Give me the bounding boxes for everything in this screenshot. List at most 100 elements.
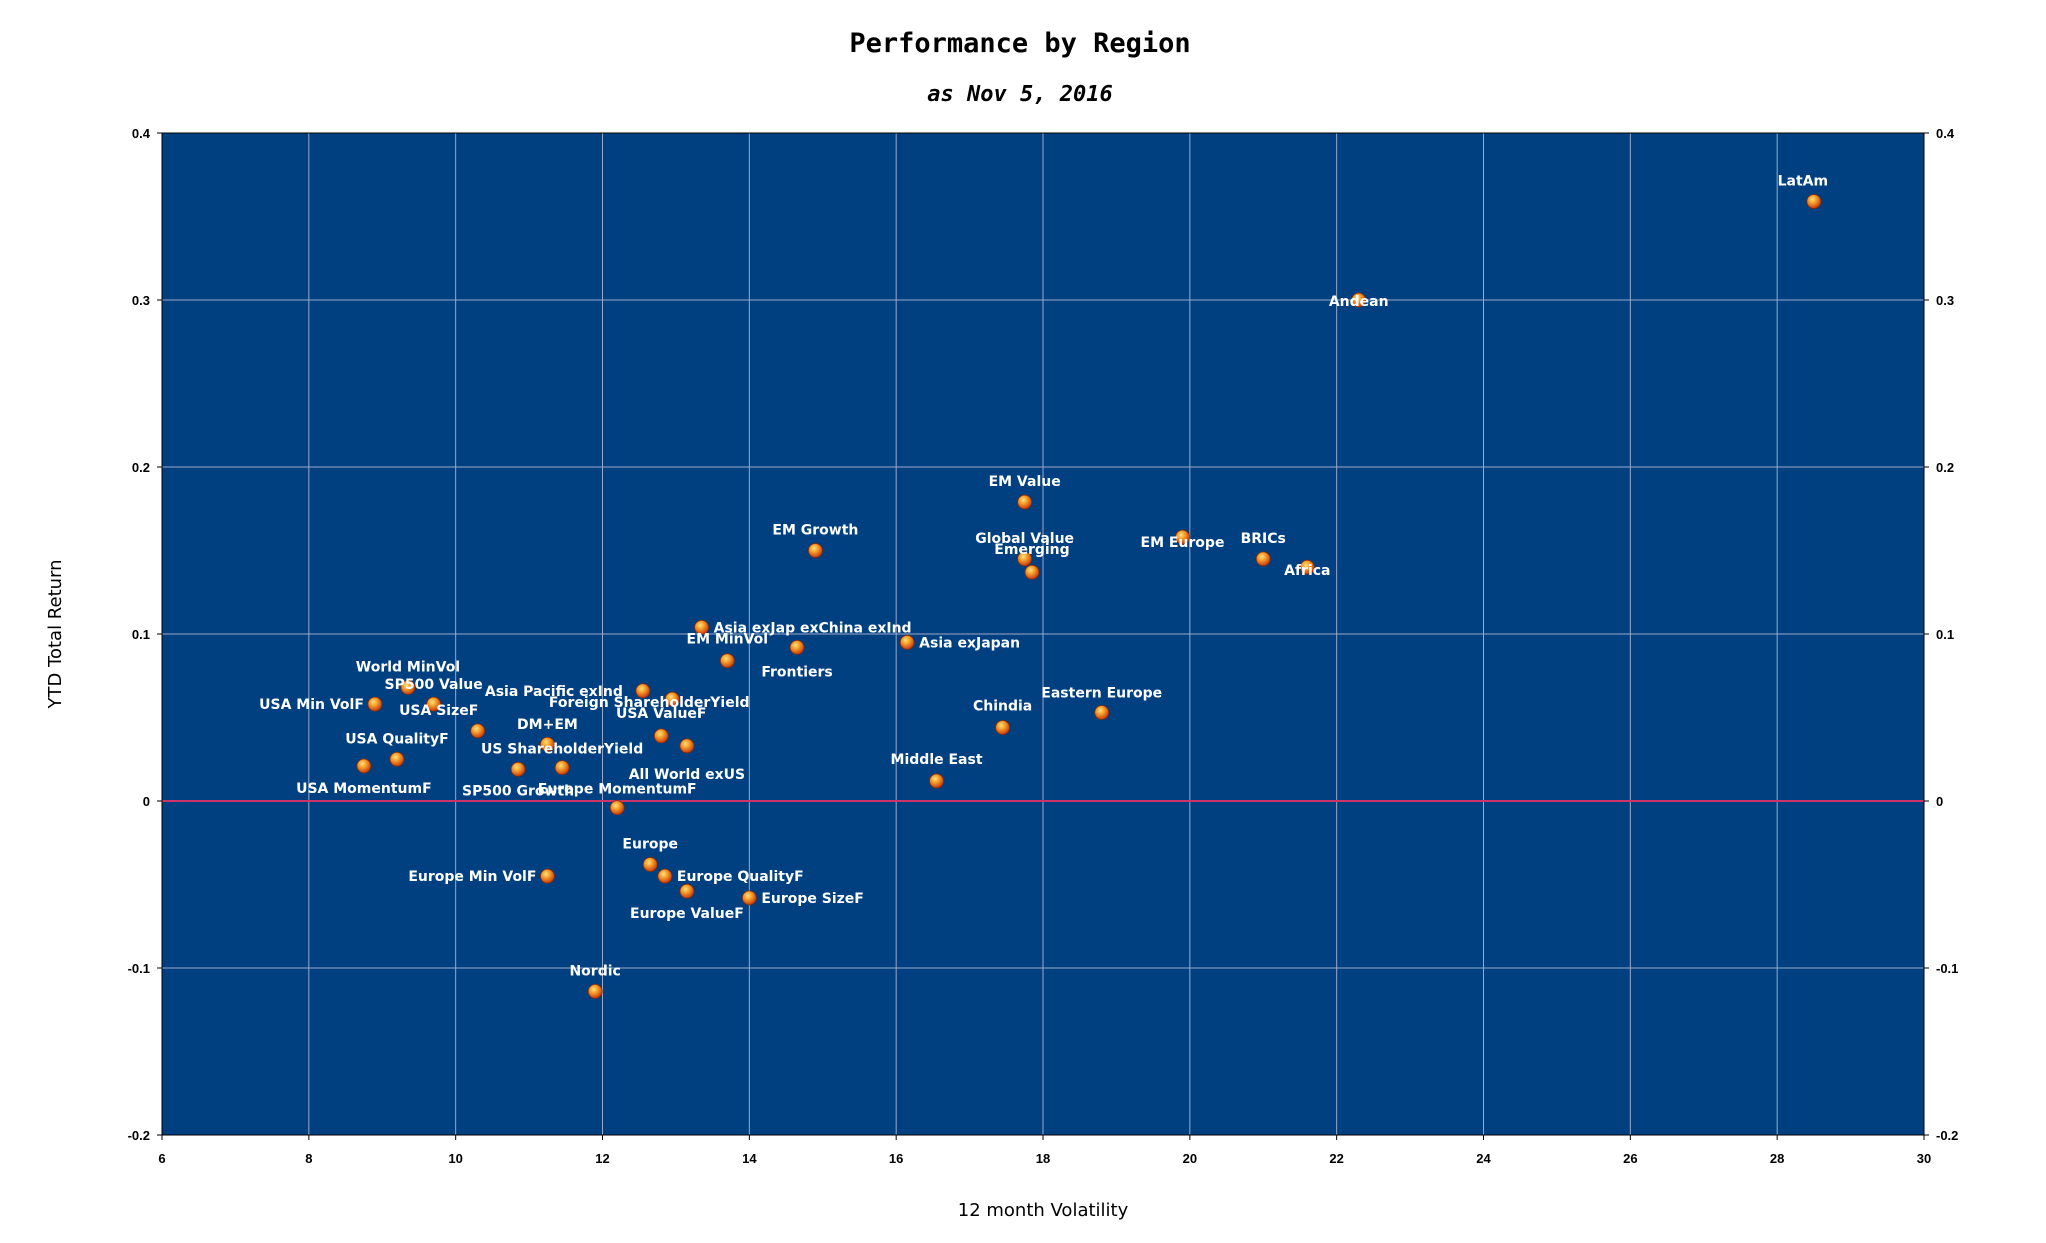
data-point: [1024, 564, 1040, 580]
data-point: [642, 857, 658, 872]
x-tick-label: 28: [1770, 1151, 1784, 1166]
x-tick-label: 8: [305, 1151, 312, 1166]
data-label: Chindia: [973, 699, 1032, 715]
data-point: [653, 728, 669, 744]
data-label: Asia exJapan: [919, 635, 1020, 651]
point-labels: LatAm Andean EM Value EM Growth EM Europe BRI…: [259, 173, 1828, 979]
data-label: Global Value: [975, 531, 1074, 547]
data-point: [995, 720, 1011, 735]
plot-frame: [161, 132, 1925, 1136]
data-label: Foreign ShareholderYield: [549, 695, 750, 711]
data-point: [635, 683, 651, 699]
y2-tick-label: 0.4: [1936, 126, 1955, 141]
data-points: [356, 194, 1822, 999]
data-point: [694, 619, 710, 635]
grid: [162, 133, 1924, 1135]
y-tick-label: -0.2: [128, 1128, 150, 1143]
data-label: Andean: [1329, 294, 1389, 310]
data-label: Europe: [622, 836, 678, 852]
data-point: [540, 868, 555, 884]
x-tick-label: 22: [1329, 1151, 1343, 1166]
data-label: LatAm: [1778, 173, 1828, 189]
data-label: Europe SizeF: [761, 891, 864, 907]
data-point: [554, 760, 570, 775]
data-label: USA MomentumF: [296, 781, 432, 797]
y2-tick-label: 0.1: [1936, 627, 1954, 642]
data-point: [929, 773, 944, 789]
data-label: Nordic: [569, 963, 620, 979]
data-label: All World exUS: [629, 767, 745, 783]
data-point: [1094, 705, 1110, 720]
y2-tick-label: 0.2: [1936, 460, 1954, 475]
data-point: [426, 696, 442, 712]
x-tick-label: 10: [448, 1151, 462, 1166]
data-point: [1351, 292, 1367, 308]
y-tick-label: 0.3: [132, 293, 150, 308]
data-label: BRICs: [1241, 531, 1286, 547]
y-tick-label: -0.1: [128, 961, 150, 976]
data-label: EM Value: [989, 474, 1061, 490]
data-label: USA QualityF: [345, 731, 448, 747]
data-label: Europe QualityF: [677, 869, 804, 885]
data-point: [1017, 551, 1033, 567]
data-label: Europe ValueF: [630, 906, 744, 922]
x-tick-label: 16: [889, 1151, 903, 1166]
y-tick-label: 0.1: [132, 627, 150, 642]
y-tick-label: 0.4: [132, 126, 151, 141]
data-point: [664, 691, 680, 707]
data-point: [1806, 194, 1822, 209]
data-label: Eastern Europe: [1041, 685, 1162, 701]
chart-subtitle: as Nov 5, 2016: [927, 82, 1112, 107]
x-tick-label: 14: [742, 1151, 757, 1166]
data-label: EM Growth: [772, 523, 858, 539]
data-label: USA SizeF: [399, 703, 478, 719]
data-label: Africa: [1284, 563, 1330, 579]
data-point: [356, 758, 372, 774]
data-point: [1017, 494, 1033, 510]
y2-tick-label: -0.2: [1936, 1128, 1958, 1143]
data-label: USA ValueF: [616, 706, 707, 722]
data-label: World MinVol: [356, 659, 460, 675]
y-axis-label: YTD Total Return: [45, 559, 66, 709]
data-point: [587, 983, 603, 999]
data-label: Europe MomentumF: [538, 782, 697, 798]
data-label: Frontiers: [761, 664, 832, 680]
x-tick-label: 12: [595, 1151, 609, 1166]
data-label: USA Min VolF: [259, 697, 364, 713]
data-label: US ShareholderYield: [481, 742, 643, 758]
data-label: Emerging: [994, 542, 1069, 558]
data-point: [789, 639, 805, 655]
x-tick-label: 26: [1623, 1151, 1637, 1166]
data-point: [400, 680, 416, 695]
data-point: [899, 634, 915, 650]
data-point: [679, 738, 695, 754]
data-label: EM Europe: [1141, 535, 1225, 551]
data-label: Europe Min VolF: [408, 869, 536, 885]
data-point: [540, 736, 555, 752]
data-point: [389, 751, 405, 767]
x-tick-label: 18: [1036, 1151, 1050, 1166]
data-label: Middle East: [891, 752, 983, 768]
data-point: [657, 868, 673, 884]
y2-tick-label: 0.3: [1936, 293, 1954, 308]
data-point: [367, 696, 383, 712]
data-label: EM MinVol: [687, 632, 769, 648]
y2-tick-label: -0.1: [1936, 961, 1958, 976]
data-label: Asia exJap exChina exInd: [714, 620, 912, 636]
chart-title: Performance by Region: [849, 28, 1190, 59]
data-point: [609, 800, 625, 816]
y-tick-label: 0: [143, 794, 150, 809]
data-point: [510, 761, 526, 777]
x-tick-label: 24: [1476, 1151, 1491, 1166]
axes: 6 8 10 12 14 16 18 20 22 24 26 28 30 -0.2 -0.2 -0.1 -0.1…: [128, 126, 1959, 1166]
data-point: [679, 883, 695, 899]
data-label: SP500 Value: [385, 677, 483, 693]
data-point: [719, 653, 735, 669]
x-tick-label: 30: [1917, 1151, 1931, 1166]
data-point: [1299, 559, 1315, 575]
x-axis-label: 12 month Volatility: [958, 1200, 1129, 1221]
x-tick-label: 6: [158, 1151, 165, 1166]
y2-tick-label: 0: [1936, 794, 1943, 809]
